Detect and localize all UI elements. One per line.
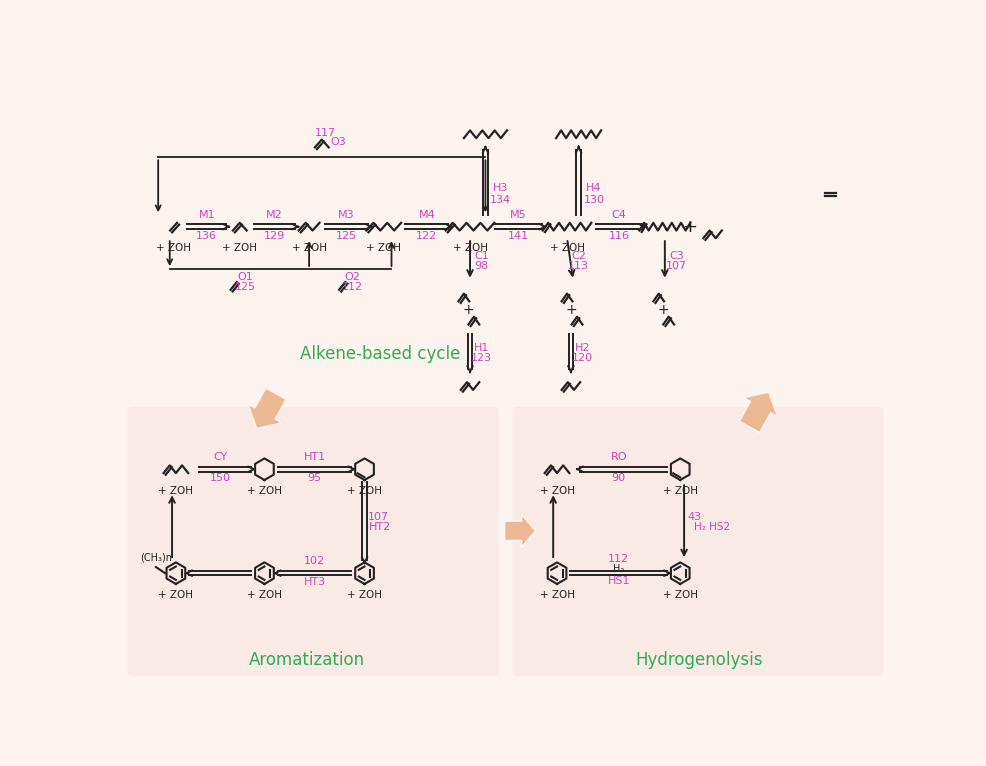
Text: 150: 150	[209, 473, 231, 483]
Text: CY: CY	[213, 452, 227, 462]
Text: + ZOH: + ZOH	[246, 486, 282, 496]
FancyBboxPatch shape	[127, 407, 498, 676]
Text: O1: O1	[237, 272, 252, 282]
Text: H1: H1	[473, 343, 489, 353]
Text: + ZOH: + ZOH	[246, 590, 282, 600]
Text: + ZOH: + ZOH	[347, 486, 382, 496]
Text: C1: C1	[473, 250, 488, 260]
Text: RO: RO	[609, 452, 626, 462]
Text: M1: M1	[198, 210, 215, 220]
Text: HT3: HT3	[303, 578, 325, 588]
Text: 102: 102	[304, 556, 324, 566]
Text: 113: 113	[568, 260, 589, 270]
Text: M2: M2	[266, 210, 283, 220]
FancyArrow shape	[504, 515, 535, 547]
Text: +: +	[657, 303, 669, 317]
Text: 116: 116	[608, 231, 629, 241]
Text: +: +	[565, 303, 577, 317]
Text: C3: C3	[669, 250, 683, 260]
Text: 141: 141	[508, 231, 528, 241]
Text: HT1: HT1	[303, 452, 325, 462]
Text: O3: O3	[330, 137, 346, 147]
Text: 125: 125	[235, 282, 255, 292]
Text: 112: 112	[607, 555, 628, 565]
Text: + ZOH: + ZOH	[549, 244, 584, 254]
Text: + ZOH: + ZOH	[366, 244, 401, 254]
Text: + ZOH: + ZOH	[662, 590, 697, 600]
Text: 107: 107	[368, 512, 388, 522]
Text: + ZOH: + ZOH	[291, 244, 326, 254]
FancyBboxPatch shape	[512, 407, 882, 676]
Text: 90: 90	[611, 473, 625, 483]
Text: 98: 98	[474, 260, 488, 270]
FancyArrow shape	[247, 388, 286, 428]
Text: O2: O2	[344, 272, 360, 282]
Text: +: +	[681, 218, 696, 236]
Text: + ZOH: + ZOH	[158, 590, 193, 600]
Text: 134: 134	[490, 195, 511, 205]
Text: + ZOH: + ZOH	[156, 244, 191, 254]
Text: + ZOH: + ZOH	[158, 486, 193, 496]
Text: M3: M3	[338, 210, 354, 220]
Text: + ZOH: + ZOH	[222, 244, 257, 254]
Text: HT2: HT2	[369, 522, 390, 532]
Text: M5: M5	[510, 210, 527, 220]
Text: C4: C4	[611, 210, 626, 220]
Text: 120: 120	[571, 353, 593, 363]
Text: H3: H3	[493, 183, 508, 193]
Text: + ZOH: + ZOH	[539, 486, 574, 496]
Text: 117: 117	[315, 128, 336, 138]
Text: Aromatization: Aromatization	[248, 651, 365, 669]
Text: Hydrogenolysis: Hydrogenolysis	[635, 651, 762, 669]
Text: Alkene-based cycle: Alkene-based cycle	[300, 345, 459, 363]
Text: 95: 95	[307, 473, 321, 483]
Text: (CH₃)n: (CH₃)n	[140, 553, 172, 563]
Text: 122: 122	[416, 231, 437, 241]
Text: 123: 123	[470, 353, 492, 363]
Text: 136: 136	[196, 231, 217, 241]
Text: H₂: H₂	[612, 565, 623, 574]
Text: H4: H4	[586, 183, 601, 193]
Text: H₂ HS2: H₂ HS2	[693, 522, 730, 532]
Text: +: +	[462, 303, 474, 317]
Text: 129: 129	[263, 231, 285, 241]
Text: + ZOH: + ZOH	[662, 486, 697, 496]
FancyArrow shape	[739, 392, 777, 433]
Text: 130: 130	[583, 195, 603, 205]
Text: C2: C2	[571, 250, 586, 260]
Text: + ZOH: + ZOH	[452, 244, 487, 254]
Text: + ZOH: + ZOH	[539, 590, 574, 600]
FancyBboxPatch shape	[127, 93, 882, 397]
Text: 112: 112	[341, 282, 363, 292]
Text: 43: 43	[686, 512, 700, 522]
Text: 107: 107	[666, 260, 686, 270]
Text: H2: H2	[574, 343, 590, 353]
Text: HS1: HS1	[606, 576, 629, 586]
Text: + ZOH: + ZOH	[347, 590, 382, 600]
Text: M4: M4	[418, 210, 435, 220]
Text: 125: 125	[335, 231, 357, 241]
